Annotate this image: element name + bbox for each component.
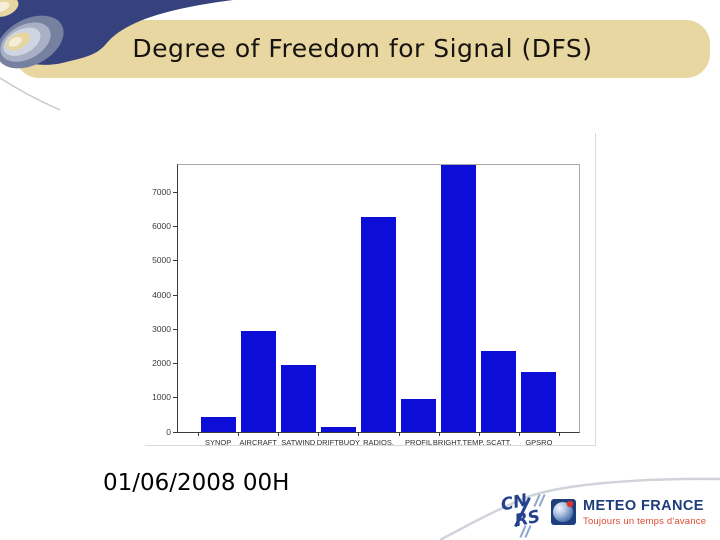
bar-radios xyxy=(361,217,396,432)
x-axis-tick xyxy=(318,432,320,436)
date-caption: 01/06/2008 00H xyxy=(103,470,290,496)
y-axis-tick-label: 6000 xyxy=(152,221,171,232)
bar-profil xyxy=(401,398,437,432)
bar-gpsro xyxy=(521,372,557,432)
y-axis-tick-label: 4000 xyxy=(152,289,171,300)
x-axis-tick xyxy=(438,432,440,436)
y-axis-tick-label: 1000 xyxy=(152,392,171,403)
x-axis-tick xyxy=(198,432,200,436)
x-axis-tick xyxy=(518,432,520,436)
x-axis-tick xyxy=(278,432,280,436)
y-axis-tick-label: 3000 xyxy=(152,323,171,334)
x-axis-category-label: GPSRO xyxy=(525,438,553,447)
x-axis-category-label: AIRCRAFT xyxy=(239,438,277,447)
y-axis-tick-label: 2000 xyxy=(152,358,171,369)
globe-sphere-icon xyxy=(553,502,573,522)
x-axis-category-label: RADIOS. xyxy=(363,438,394,447)
x-axis-tick xyxy=(398,432,400,436)
y-axis-tick xyxy=(173,226,178,228)
x-axis-category-label: SATWIND xyxy=(281,438,316,447)
meteo-france-logo: METEO FRANCE Toujours un temps d'avance xyxy=(551,499,706,527)
x-axis-tick xyxy=(558,432,560,436)
y-axis-tick xyxy=(173,328,178,330)
bar-aircraft xyxy=(240,330,276,432)
meteo-france-wordmark: METEO FRANCE xyxy=(583,498,704,514)
x-axis-category-label: PROFIL xyxy=(405,438,433,447)
dfs-bar-chart: 0 1000 2000 3000 4000 5000 6000 7000 SYNOP AIRCRA… xyxy=(145,133,596,447)
meteo-france-tagline: Toujours un temps d'avance xyxy=(583,516,707,527)
bar-brighttemp xyxy=(441,165,477,432)
x-axis-category-label: BRIGHT.TEMP. xyxy=(432,438,485,447)
y-axis-tick xyxy=(173,431,178,433)
y-axis-tick xyxy=(173,260,178,262)
bar-driftbuoy xyxy=(320,427,356,432)
bar-satwind xyxy=(280,365,316,432)
title-banner: Degree of Freedom for Signal (DFS) xyxy=(15,20,710,78)
y-axis-tick-label: 5000 xyxy=(152,255,171,266)
y-axis-tick xyxy=(173,191,178,193)
x-axis-category-label: SYNOP xyxy=(204,438,232,447)
y-axis-tick-label: 7000 xyxy=(152,186,171,197)
y-axis-tick xyxy=(173,363,178,365)
x-axis-tick xyxy=(478,432,480,436)
x-axis-category-label: SCATT. xyxy=(486,438,512,447)
bar-synop xyxy=(200,416,236,432)
y-axis-tick xyxy=(173,294,178,296)
meteo-france-globe-icon xyxy=(551,499,576,525)
y-axis-tick-label: 0 xyxy=(166,426,171,437)
chart-plot-area: 0 1000 2000 3000 4000 5000 6000 7000 SYNOP AIRCRA… xyxy=(152,164,580,447)
x-axis-tick xyxy=(238,432,240,436)
y-axis-tick xyxy=(173,397,178,399)
red-star-icon xyxy=(567,501,573,507)
x-axis-category-label: DRIFTBUOY xyxy=(316,438,361,447)
page-title: Degree of Freedom for Signal (DFS) xyxy=(132,34,593,63)
x-axis-tick xyxy=(358,432,360,436)
bar-scatt xyxy=(481,350,517,432)
cnrs-logo: CN RS xyxy=(499,490,549,540)
